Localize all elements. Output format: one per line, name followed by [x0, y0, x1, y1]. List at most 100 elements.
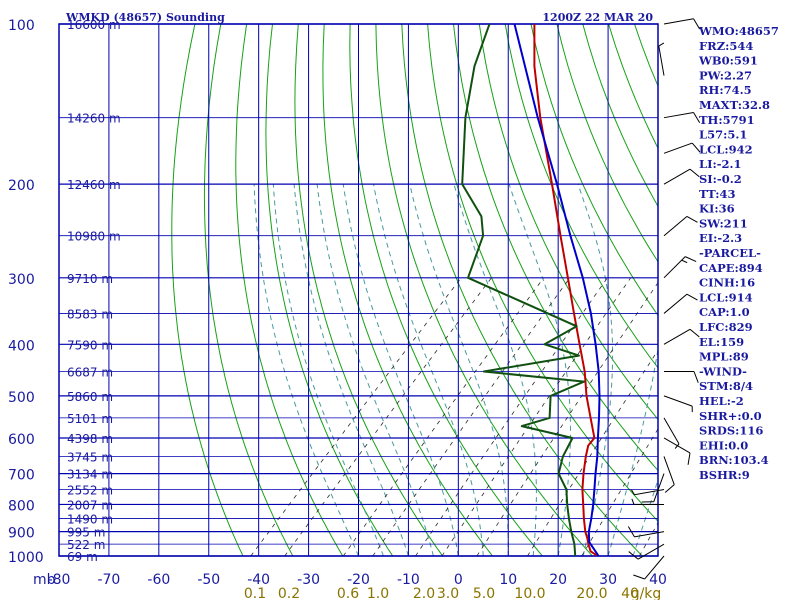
temperature-tick-label: -50	[197, 572, 220, 588]
wind-barb-staff	[663, 417, 680, 445]
wind-barb-staff	[663, 456, 675, 485]
temperature-tick-label: -10	[397, 572, 420, 588]
temperature-tick-label: -60	[147, 572, 170, 588]
wind-barb	[663, 456, 675, 493]
stats-entry: LCL:914	[699, 290, 753, 304]
wind-barb-staff	[663, 395, 693, 407]
height-label: 7590 m	[67, 338, 113, 352]
dewpoint-trace	[461, 24, 586, 556]
height-label: 14260 m	[67, 112, 121, 126]
pressure-tick-label: 500	[8, 390, 35, 406]
mixing-ratio-label: 10.0	[514, 586, 545, 600]
wind-barb-staff	[663, 256, 686, 279]
stats-entry: WMO:48657	[698, 24, 779, 38]
wind-barb-flag	[674, 443, 680, 449]
height-label: 16600 m	[67, 18, 121, 32]
stats-entry: SI:-0.2	[699, 172, 742, 186]
mixing-ratio-label: 3.0	[437, 586, 459, 600]
pressure-tick-label: 700	[8, 468, 35, 484]
stats-entry: LFC:829	[699, 320, 753, 334]
stats-entry: RH:74.5	[699, 83, 752, 97]
wind-barb-flag	[630, 489, 635, 495]
height-label: 2552 m	[67, 484, 113, 498]
mixing-ratio-label: 0.2	[278, 586, 300, 600]
wind-barb	[658, 42, 665, 76]
stats-entry: EHI:0.0	[699, 438, 748, 452]
wind-barb-flag	[693, 18, 701, 30]
wind-barb	[630, 489, 665, 496]
stats-entry: SHR+:0.0	[699, 409, 762, 423]
wind-barb-staff	[658, 45, 665, 76]
stats-entry: FRZ:544	[699, 39, 753, 53]
x-axis-prefix-label: mb	[33, 572, 56, 588]
mixing-ratio-label: 0.6	[337, 586, 359, 600]
stats-entry: TT:43	[699, 187, 736, 201]
height-label: 3745 m	[67, 450, 113, 464]
stats-entry: WB0:591	[698, 54, 758, 68]
height-label: 5101 m	[67, 412, 113, 426]
wind-barb-staff	[663, 18, 694, 25]
wind-barb	[663, 395, 693, 413]
wind-barb	[663, 256, 697, 279]
wind-barbs-layer	[627, 18, 701, 580]
height-label: 522 m	[67, 538, 105, 552]
temperature-tick-label: -40	[247, 572, 270, 588]
stats-entry: MAXT:32.8	[699, 98, 770, 112]
temperature-tick-label: 10	[499, 572, 517, 588]
wind-barb-flag	[686, 215, 698, 223]
valid-time: 1200Z 22 MAR 20	[542, 11, 653, 24]
wind-barb-flag	[691, 142, 701, 153]
pressure-tick-label: 800	[8, 498, 35, 514]
wind-barb-flag	[693, 371, 699, 383]
temperature-tick-label: -20	[347, 572, 370, 588]
wind-barb-flag	[687, 452, 691, 465]
height-label: 5860 m	[67, 390, 113, 404]
wind-barb-flag	[658, 42, 665, 47]
stats-entry: SW:211	[699, 216, 748, 230]
stats-entry: EI:-2.3	[699, 231, 742, 245]
mixing-ratio-label: 40	[621, 586, 639, 600]
stats-entry: KI:36	[699, 202, 735, 216]
pressure-tick-label: 600	[8, 432, 35, 448]
pressure-tick-label: 400	[8, 338, 35, 354]
mixing-ratio-label: g/kg	[631, 586, 662, 600]
pressure-tick-label: 1000	[8, 550, 44, 566]
wind-barb-flag	[689, 168, 700, 178]
mixing-ratio-label: 5.0	[473, 586, 495, 600]
wind-barb	[664, 371, 699, 383]
stats-entry: SRDS:116	[699, 424, 763, 438]
height-label: 9710 m	[67, 272, 113, 286]
wind-barb	[628, 543, 665, 560]
wind-barb-flag	[681, 259, 688, 264]
temperature-tick-label: 30	[599, 572, 617, 588]
pressure-tick-label: 300	[8, 272, 35, 288]
height-label: 10980 m	[67, 230, 121, 244]
wind-barb	[663, 111, 701, 124]
wind-barb	[663, 293, 698, 314]
stats-entry: LI:-2.1	[699, 157, 742, 171]
wind-barb-staff	[663, 111, 694, 119]
stats-entry: TH:5791	[699, 113, 755, 127]
height-label: 4398 m	[67, 432, 113, 446]
wind-barb-flag	[664, 484, 675, 493]
pressure-tick-label: 200	[8, 178, 35, 194]
pressure-tick-label: 900	[8, 526, 35, 542]
grid-layer	[58, 23, 659, 557]
wind-barb-staff	[644, 555, 665, 580]
parcel-trace	[513, 24, 601, 556]
wind-barb-flag	[628, 551, 639, 560]
wind-barb-flag	[631, 498, 635, 505]
sounding-series-layer	[461, 24, 601, 556]
wind-barb-flag	[693, 112, 701, 124]
stats-entry: HEL:-2	[699, 394, 744, 408]
height-label: 69 m	[67, 550, 98, 564]
temperature-tick-label: 20	[549, 572, 567, 588]
height-label: 3134 m	[67, 468, 113, 482]
temperature-trace	[533, 24, 600, 556]
temperature-tick-label: 40	[649, 572, 667, 588]
stats-entry: BRN:103.4	[699, 453, 769, 467]
wind-barb-staff	[634, 531, 665, 538]
stats-entry: CINH:16	[699, 276, 755, 290]
mixing-ratio-label: 20.0	[576, 586, 607, 600]
height-label: 12460 m	[67, 178, 121, 192]
